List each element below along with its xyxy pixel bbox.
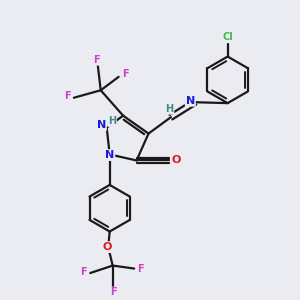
Text: F: F [110, 287, 117, 297]
Text: F: F [137, 263, 144, 274]
Text: N: N [186, 96, 195, 106]
Text: O: O [171, 155, 181, 166]
Text: N: N [97, 120, 106, 130]
Text: F: F [122, 70, 128, 80]
Text: Cl: Cl [223, 32, 233, 42]
Text: O: O [102, 242, 111, 252]
Text: F: F [80, 266, 87, 277]
Text: H: H [108, 116, 116, 126]
Text: H: H [165, 104, 173, 114]
Text: F: F [64, 91, 70, 101]
Text: F: F [93, 55, 100, 65]
Text: N: N [105, 150, 114, 160]
